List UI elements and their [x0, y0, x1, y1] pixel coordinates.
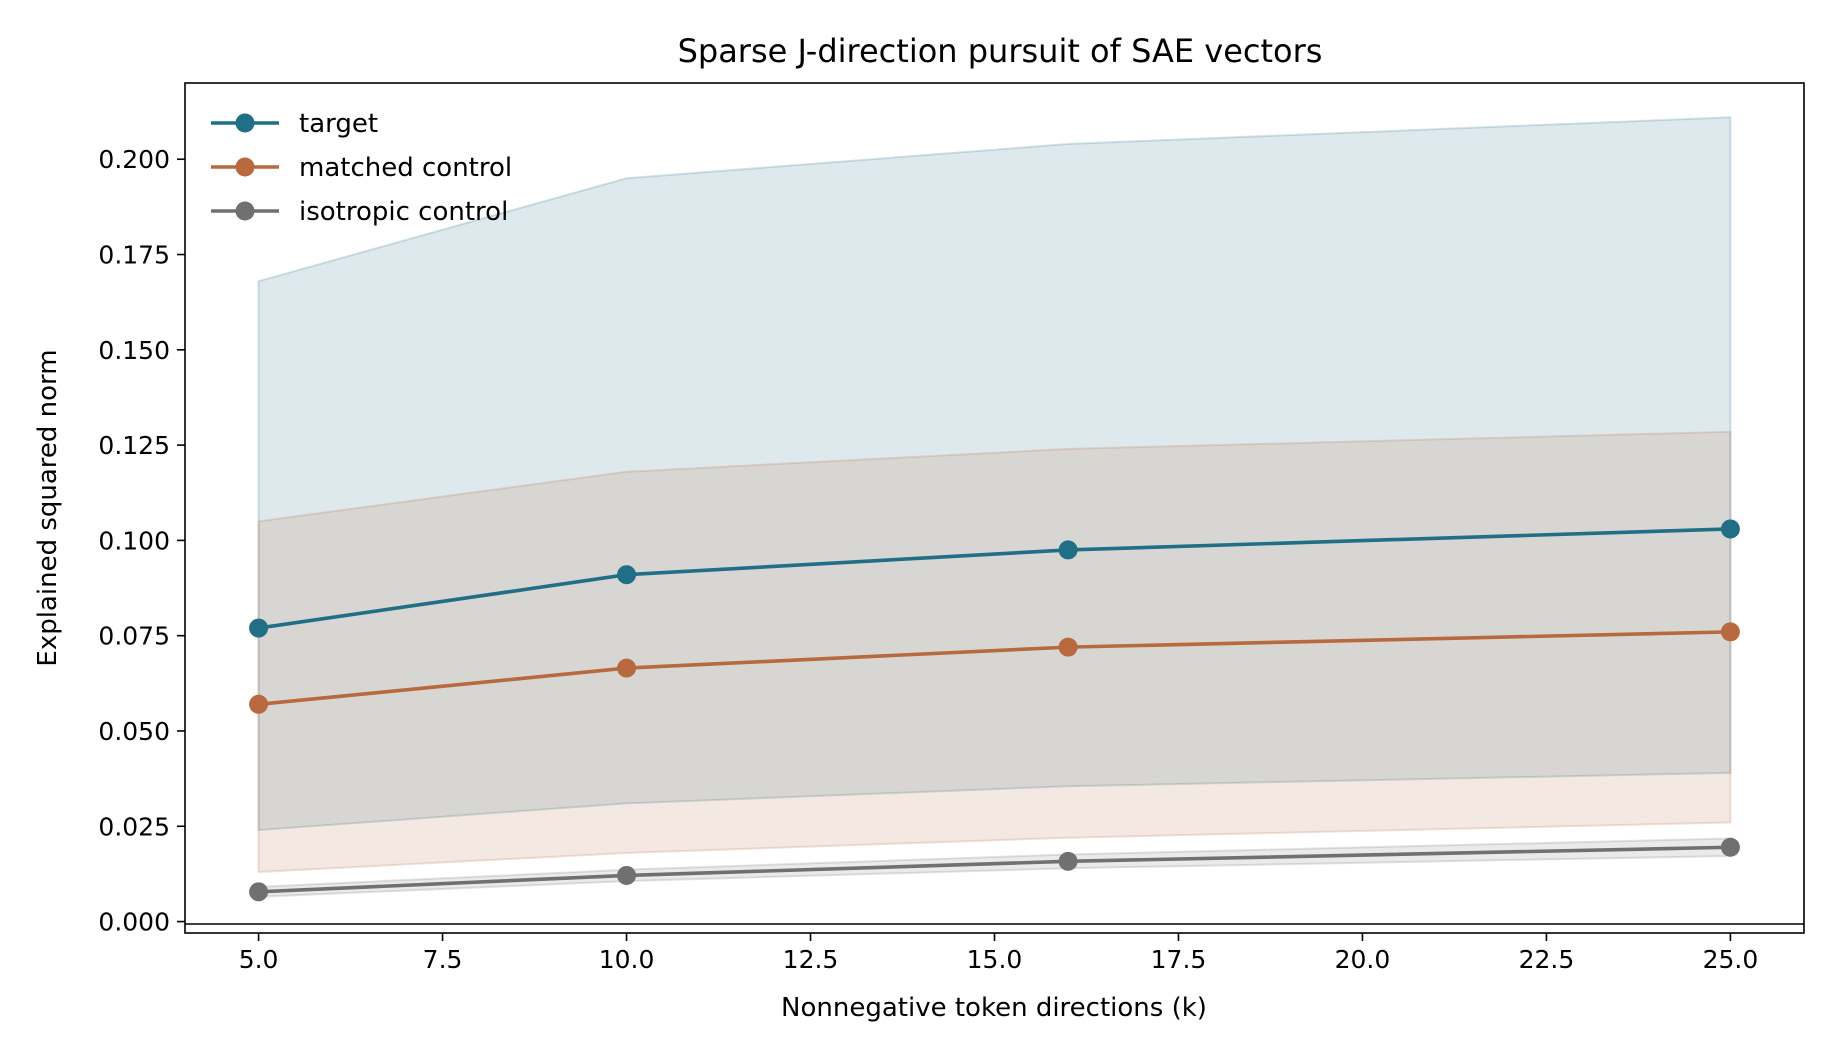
point-matched-control — [1058, 637, 1078, 657]
point-target — [617, 565, 637, 585]
y-tick-label: 0.100 — [98, 526, 170, 555]
point-isotropic-control — [1058, 851, 1078, 871]
legend-marker-target — [235, 113, 255, 133]
point-isotropic-control — [249, 882, 269, 902]
point-target — [1720, 519, 1740, 539]
y-tick-label: 0.175 — [98, 241, 170, 270]
point-matched-control — [1720, 622, 1740, 642]
x-tick-label: 22.5 — [1519, 945, 1575, 974]
legend-label-matched-control: matched control — [299, 153, 512, 183]
y-axis-label: Explained squared norm — [33, 349, 63, 666]
x-tick-label: 20.0 — [1335, 945, 1391, 974]
y-tick-label: 0.000 — [98, 908, 170, 937]
x-tick-label: 7.5 — [423, 945, 463, 974]
confidence-bands — [257, 116, 1732, 898]
point-target — [1058, 540, 1078, 560]
x-tick-label: 12.5 — [783, 945, 839, 974]
line-isotropic-control — [258, 845, 1731, 894]
y-tick-label: 0.025 — [98, 812, 170, 841]
band-target — [257, 116, 1732, 832]
series-lines — [258, 527, 1731, 894]
x-axis-label: Nonnegative token directions (k) — [781, 993, 1207, 1023]
point-target — [249, 618, 269, 638]
point-isotropic-control — [617, 865, 637, 885]
y-tick-label: 0.150 — [98, 336, 170, 365]
line-matched-control — [258, 630, 1731, 707]
y-tick-label: 0.200 — [98, 145, 170, 174]
chart-title: Sparse J-direction pursuit of SAE vector… — [678, 32, 1323, 70]
y-tick-label: 0.075 — [98, 622, 170, 651]
line-target — [258, 527, 1731, 630]
y-axis-ticks: 0.000 0.025 0.050 0.075 0.100 0.125 0.150 0.175… — [98, 145, 185, 937]
x-tick-label: 15.0 — [967, 945, 1023, 974]
point-matched-control — [617, 658, 637, 678]
point-matched-control — [249, 694, 269, 714]
y-tick-label: 0.050 — [98, 717, 170, 746]
legend-label-target: target — [299, 109, 378, 139]
x-tick-label: 25.0 — [1703, 945, 1759, 974]
series-markers — [249, 519, 1740, 902]
legend-marker-isotropic-control — [235, 201, 255, 221]
y-tick-label: 0.125 — [98, 431, 170, 460]
legend-label-isotropic-control: isotropic control — [299, 197, 508, 227]
legend: target matched control isotropic control — [211, 109, 512, 227]
x-tick-label: 17.5 — [1151, 945, 1207, 974]
x-tick-label: 5.0 — [239, 945, 279, 974]
legend-marker-matched-control — [235, 157, 255, 177]
point-isotropic-control — [1720, 837, 1740, 857]
x-tick-label: 10.0 — [599, 945, 655, 974]
x-axis-ticks: 5.0 7.5 10.0 12.5 15.0 17.5 20.0 22.5 25.0 — [239, 933, 1759, 974]
